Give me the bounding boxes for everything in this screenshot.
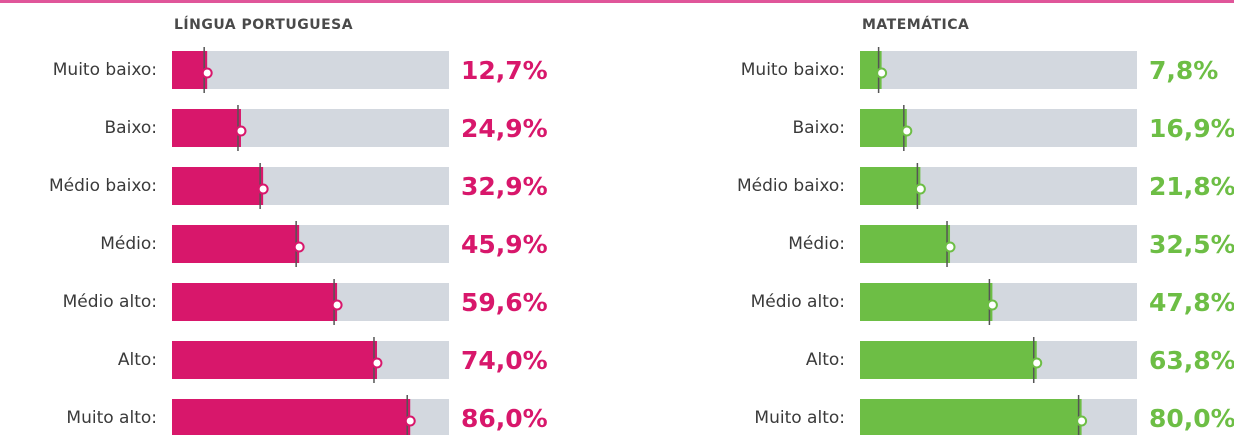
top-rule	[0, 0, 1234, 3]
category-label: Muito alto:	[66, 408, 157, 428]
bar-end-dot	[876, 67, 888, 79]
category-label: Alto:	[806, 350, 845, 370]
bar-end-dot	[1076, 415, 1088, 427]
value-label: 24,9%	[461, 114, 548, 143]
category-label: Baixo:	[793, 118, 845, 138]
category-label: Baixo:	[105, 118, 157, 138]
bar	[860, 109, 907, 147]
bar-end-dot	[914, 183, 926, 195]
bar	[860, 283, 993, 321]
bar	[860, 167, 921, 205]
bar-end-dot	[201, 67, 213, 79]
bar-end-dot	[293, 241, 305, 253]
bar-end-dot	[901, 125, 913, 137]
bar	[860, 399, 1082, 435]
bar-end-dot	[331, 299, 343, 311]
category-label: Médio alto:	[751, 292, 845, 312]
bar	[172, 167, 264, 205]
bar	[172, 283, 338, 321]
bar-chart: LÍNGUA PORTUGUESA Muito baixo: 12,7% Baixo:…	[49, 16, 548, 435]
category-label: Médio:	[788, 234, 845, 254]
bar	[860, 51, 882, 89]
bar-track	[172, 51, 449, 89]
value-label: 45,9%	[461, 230, 548, 259]
category-label: Alto:	[118, 350, 157, 370]
bar-end-dot	[371, 357, 383, 369]
category-label: Médio:	[100, 234, 157, 254]
bar-end-dot	[1031, 357, 1043, 369]
bar	[860, 341, 1037, 379]
value-label: 63,8%	[1149, 346, 1234, 375]
value-label: 80,0%	[1149, 404, 1234, 433]
value-label: 12,7%	[461, 56, 548, 85]
bar	[172, 109, 241, 147]
value-label: 32,9%	[461, 172, 548, 201]
bar-end-dot	[986, 299, 998, 311]
category-label: Muito baixo:	[741, 60, 845, 80]
bar	[172, 341, 377, 379]
category-label: Médio baixo:	[737, 176, 845, 196]
bar-chart: MATEMÁTICA Muito baixo: 7,8% Baixo: 16,9% Méd…	[737, 16, 1234, 435]
bar-end-dot	[404, 415, 416, 427]
bar-end-dot	[235, 125, 247, 137]
bar-end-dot	[944, 241, 956, 253]
value-label: 21,8%	[1149, 172, 1234, 201]
value-label: 74,0%	[461, 346, 548, 375]
bar	[860, 225, 951, 263]
bar	[172, 225, 300, 263]
bar-end-dot	[257, 183, 269, 195]
bar-track	[860, 51, 1137, 89]
value-label: 32,5%	[1149, 230, 1234, 259]
chart-title: LÍNGUA PORTUGUESA	[174, 16, 353, 33]
category-label: Muito baixo:	[53, 60, 157, 80]
category-label: Médio baixo:	[49, 176, 157, 196]
category-label: Muito alto:	[754, 408, 845, 428]
value-label: 47,8%	[1149, 288, 1234, 317]
bar	[172, 399, 411, 435]
value-label: 59,6%	[461, 288, 548, 317]
chart-title: MATEMÁTICA	[862, 16, 969, 33]
category-label: Médio alto:	[63, 292, 157, 312]
value-label: 16,9%	[1149, 114, 1234, 143]
value-label: 86,0%	[461, 404, 548, 433]
value-label: 7,8%	[1149, 56, 1218, 85]
bar	[172, 51, 208, 89]
